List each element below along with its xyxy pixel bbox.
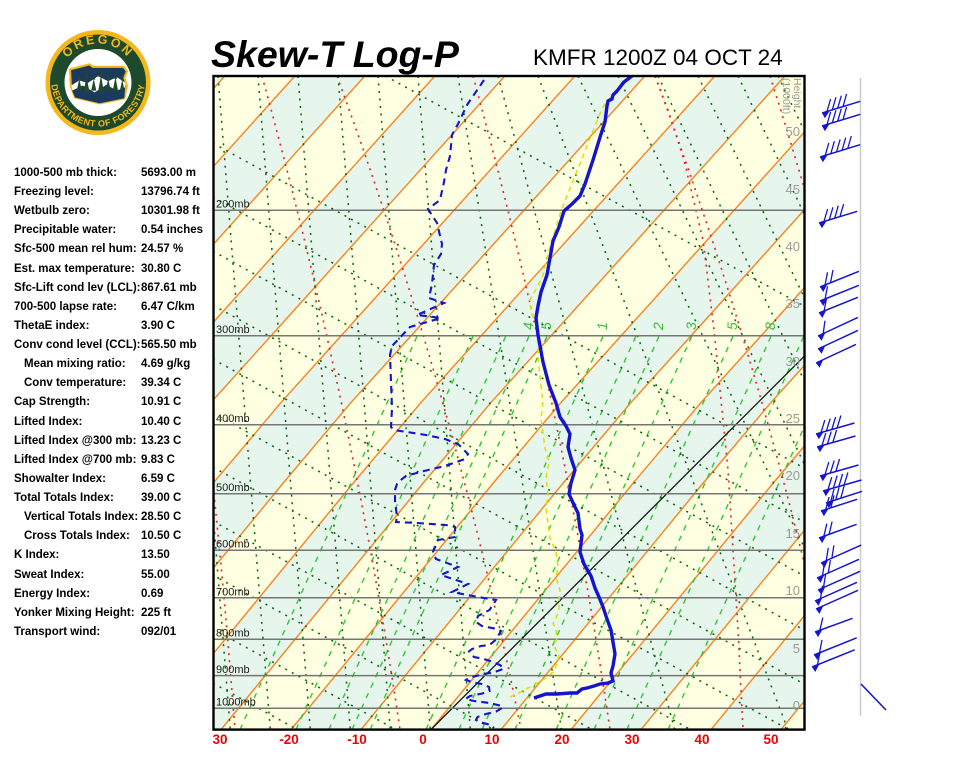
svg-text:-10: -10 xyxy=(347,732,367,747)
svg-text:5: 5 xyxy=(793,641,800,656)
svg-text:2: 2 xyxy=(650,322,666,331)
svg-text:30: 30 xyxy=(624,732,639,747)
svg-text:50: 50 xyxy=(786,124,800,139)
svg-text:600mb: 600mb xyxy=(216,539,250,551)
svg-text:35: 35 xyxy=(786,296,800,311)
svg-text:10: 10 xyxy=(484,732,499,747)
svg-text:40: 40 xyxy=(786,239,800,254)
svg-text:(1000ft): (1000ft) xyxy=(780,78,792,114)
svg-text:5: 5 xyxy=(724,322,740,330)
svg-text:10: 10 xyxy=(786,583,800,598)
svg-text:1: 1 xyxy=(594,322,610,330)
svg-text:30: 30 xyxy=(212,732,227,747)
svg-text:0: 0 xyxy=(793,698,800,713)
svg-text:20: 20 xyxy=(786,468,800,483)
svg-text:900mb: 900mb xyxy=(216,664,250,676)
svg-text:40: 40 xyxy=(694,732,709,747)
svg-text:700mb: 700mb xyxy=(216,586,250,598)
svg-text:45: 45 xyxy=(786,182,800,197)
svg-text:-20: -20 xyxy=(279,732,299,747)
svg-text:50: 50 xyxy=(763,732,778,747)
svg-text:400mb: 400mb xyxy=(216,413,250,425)
svg-text:5: 5 xyxy=(538,322,554,330)
svg-text:200mb: 200mb xyxy=(216,199,250,211)
svg-text:3: 3 xyxy=(683,322,699,330)
svg-text:800mb: 800mb xyxy=(216,628,250,640)
svg-text:25: 25 xyxy=(786,411,800,426)
svg-text:300mb: 300mb xyxy=(216,324,250,336)
svg-text:1000mb: 1000mb xyxy=(216,697,256,709)
svg-text:Height: Height xyxy=(791,78,803,108)
svg-text:15: 15 xyxy=(786,526,800,541)
svg-text:30: 30 xyxy=(786,354,800,369)
svg-text:500mb: 500mb xyxy=(216,482,250,494)
svg-text:0: 0 xyxy=(419,732,427,747)
svg-text:4: 4 xyxy=(520,322,536,330)
svg-text:8: 8 xyxy=(762,322,778,330)
svg-text:20: 20 xyxy=(554,732,569,747)
